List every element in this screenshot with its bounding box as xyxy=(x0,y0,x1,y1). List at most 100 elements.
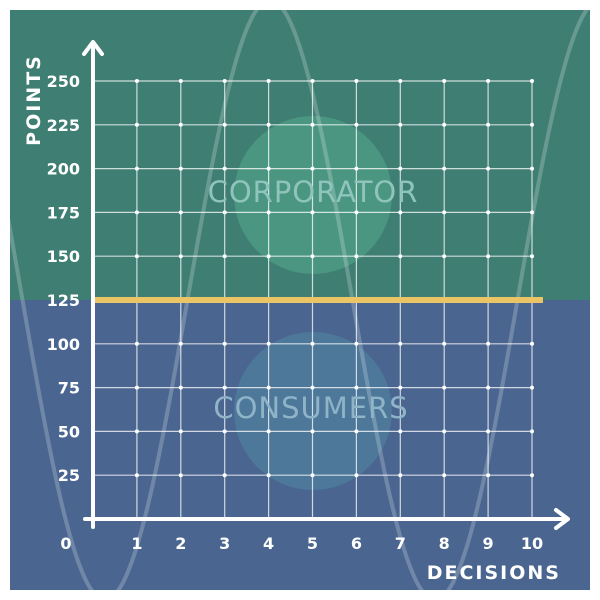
grid-node xyxy=(178,254,183,259)
y-tick-label: 75 xyxy=(58,379,80,398)
grid-node xyxy=(398,385,403,390)
grid-node xyxy=(354,210,359,215)
grid-node xyxy=(222,385,227,390)
grid-node xyxy=(442,473,447,478)
grid-node xyxy=(178,166,183,171)
grid-node xyxy=(530,254,534,259)
grid-node xyxy=(134,166,139,171)
grid-node xyxy=(178,429,183,434)
grid-node xyxy=(398,473,403,478)
x-tick-label: 9 xyxy=(483,534,494,553)
grid-node xyxy=(266,210,271,215)
grid-node xyxy=(134,429,139,434)
grid-node xyxy=(178,473,183,478)
grid-node xyxy=(354,429,359,434)
grid-node xyxy=(310,385,315,390)
y-tick-label: 250 xyxy=(47,72,80,91)
grid-node xyxy=(398,122,403,127)
grid-node xyxy=(354,122,359,127)
grid-node xyxy=(398,254,403,259)
grid-node xyxy=(310,341,315,346)
grid-node xyxy=(310,429,315,434)
y-axis-arrow-icon xyxy=(82,40,104,56)
grid-node xyxy=(266,429,271,434)
grid-node xyxy=(178,210,183,215)
grid-node xyxy=(354,166,359,171)
y-tick-labels: 25 50 75 100 125 150 175 200 225 250 xyxy=(47,72,80,485)
grid-node xyxy=(134,122,139,127)
x-tick-label: 4 xyxy=(263,534,274,553)
grid-node xyxy=(442,210,447,215)
grid-node xyxy=(310,166,315,171)
grid-node xyxy=(398,210,403,215)
grid-node xyxy=(398,79,403,83)
grid-node xyxy=(442,429,447,434)
grid-node xyxy=(134,341,139,346)
grid-node xyxy=(134,385,139,390)
grid-node xyxy=(222,473,227,478)
grid-node xyxy=(310,210,315,215)
y-tick-label: 100 xyxy=(47,335,80,354)
grid-node xyxy=(486,429,491,434)
grid-node xyxy=(222,254,227,259)
grid-node xyxy=(222,166,227,171)
grid-node xyxy=(266,122,271,127)
grid-node xyxy=(178,79,183,83)
grid-node xyxy=(266,254,271,259)
x-tick-label: 8 xyxy=(439,534,450,553)
grid-node xyxy=(442,385,447,390)
x-tick-label: 5 xyxy=(307,534,318,553)
y-tick-label: 200 xyxy=(47,160,80,179)
grid-node xyxy=(178,122,183,127)
grid-node xyxy=(530,79,534,83)
x-axis-title: DECISIONS xyxy=(427,562,561,584)
grid-node xyxy=(222,210,227,215)
grid-node xyxy=(222,429,227,434)
grid-node xyxy=(266,166,271,171)
grid-node xyxy=(266,473,271,478)
grid-node xyxy=(442,341,447,346)
grid-node xyxy=(178,385,183,390)
grid-node xyxy=(222,79,227,83)
grid-node xyxy=(486,254,491,259)
grid-node xyxy=(486,166,491,171)
grid-node xyxy=(442,254,447,259)
y-tick-label: 25 xyxy=(58,466,80,485)
grid-node xyxy=(486,122,491,127)
grid-node xyxy=(310,473,315,478)
grid-node xyxy=(310,122,315,127)
x-tick-label: 2 xyxy=(175,534,186,553)
grid-node xyxy=(442,122,447,127)
grid-node xyxy=(486,385,491,390)
grid-node xyxy=(354,385,359,390)
grid-node xyxy=(354,473,359,478)
grid-node xyxy=(486,79,491,83)
grid-node xyxy=(442,79,447,83)
y-tick-label: 225 xyxy=(47,116,80,135)
x-tick-label: 0 xyxy=(60,534,71,553)
grid-node xyxy=(442,166,447,171)
x-axis-arrow-icon xyxy=(554,508,570,530)
grid-node xyxy=(266,341,271,346)
grid-node xyxy=(266,385,271,390)
grid-node xyxy=(354,79,359,83)
grid-node xyxy=(398,429,403,434)
grid-node xyxy=(398,341,403,346)
x-tick-label: 7 xyxy=(395,534,406,553)
grid-node xyxy=(530,166,534,171)
x-tick-label: 10 xyxy=(521,534,543,553)
y-tick-label: 50 xyxy=(58,422,80,441)
grid-node xyxy=(134,473,139,478)
grid-node xyxy=(486,473,491,478)
grid-node xyxy=(134,210,139,215)
grid-node xyxy=(266,79,271,83)
grid-node xyxy=(530,341,534,346)
y-axis-title: POINTS xyxy=(23,54,45,146)
y-tick-label: 175 xyxy=(47,203,80,222)
y-tick-label: 125 xyxy=(47,291,80,310)
x-tick-label: 6 xyxy=(351,534,362,553)
grid-node xyxy=(486,210,491,215)
